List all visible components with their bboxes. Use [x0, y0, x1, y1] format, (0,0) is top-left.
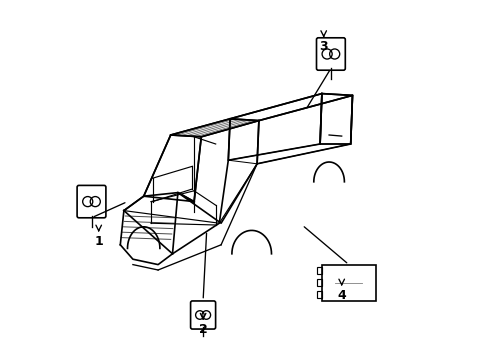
Text: 4: 4 — [337, 289, 346, 302]
Text: 1: 1 — [94, 235, 103, 248]
Text: 2: 2 — [198, 323, 207, 336]
Text: 3: 3 — [319, 40, 327, 53]
